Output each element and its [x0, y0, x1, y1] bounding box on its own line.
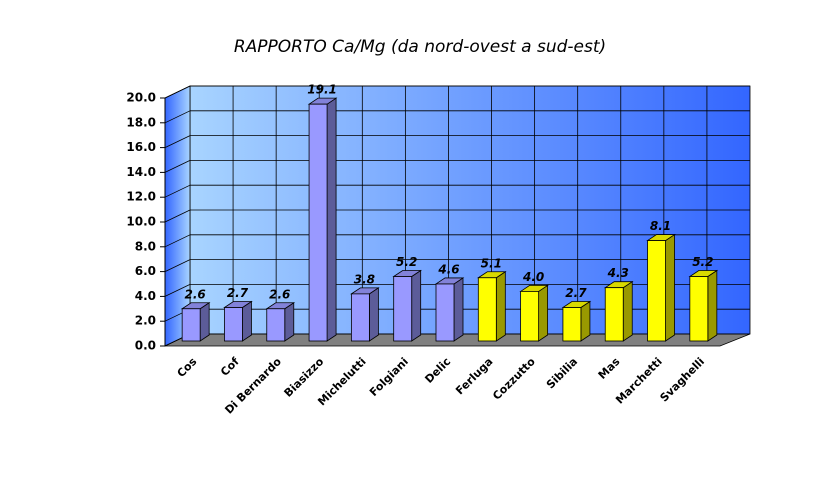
bar-side — [580, 300, 591, 342]
x-tick-label: Biasizzo — [282, 355, 327, 400]
bar — [688, 269, 719, 342]
bar-side — [453, 277, 464, 342]
y-tick-label: 18.0 — [126, 115, 156, 129]
y-tick-label: 10.0 — [126, 215, 156, 229]
bar-side — [495, 271, 506, 342]
value-label: 4.0 — [522, 270, 544, 284]
bar-front — [393, 276, 413, 342]
y-tick-label: 16.0 — [126, 140, 156, 154]
bar — [476, 271, 507, 342]
bar-front — [266, 308, 286, 342]
bar — [223, 300, 253, 342]
bar-front — [562, 307, 582, 342]
bar-front — [308, 103, 328, 342]
bar-side — [368, 287, 379, 342]
y-tick-label: 0.0 — [135, 339, 156, 353]
bar-front — [224, 307, 243, 342]
grid-line — [164, 135, 191, 148]
grid-line — [164, 234, 191, 248]
value-label: 2.7 — [565, 286, 587, 300]
value-label: 5.2 — [396, 255, 417, 269]
bar-side — [665, 233, 675, 342]
x-tick-label: Cozzutto — [490, 355, 538, 403]
value-label: 4.3 — [607, 266, 629, 280]
grid-line — [164, 110, 191, 124]
bar-front — [477, 277, 497, 342]
grid-line — [164, 85, 191, 99]
bar — [561, 300, 592, 342]
x-tick-label: Cof — [218, 355, 242, 379]
bar-front — [181, 308, 201, 342]
grid-line — [164, 284, 191, 297]
x-tick-label: Ferluga — [453, 355, 495, 397]
bar-side — [242, 300, 252, 342]
y-tick-label: 2.0 — [135, 314, 156, 328]
x-tick-label: Delic — [422, 355, 453, 386]
value-label: 2.6 — [269, 287, 290, 301]
grid-line — [164, 209, 191, 223]
bar-front — [689, 276, 709, 342]
value-label: 5.1 — [481, 256, 502, 270]
bar-side — [411, 269, 422, 342]
bar — [180, 302, 211, 342]
x-tick-label: Sibilia — [544, 355, 580, 391]
x-tick-label: Cos — [175, 355, 200, 380]
grid-line — [164, 160, 191, 173]
bar-side — [538, 284, 549, 342]
value-label: 2.7 — [227, 286, 249, 300]
bar — [434, 277, 465, 342]
value-label: 5.2 — [692, 255, 713, 269]
bar — [350, 287, 380, 342]
x-tick-label: Mas — [596, 355, 623, 382]
chart-title: RAPPORTO Ca/Mg (da nord-ovest a sud-est) — [234, 37, 606, 57]
bar — [392, 269, 423, 342]
bar — [646, 233, 676, 342]
y-tick-label: 4.0 — [135, 289, 156, 303]
bar-side — [199, 302, 210, 342]
y-tick-label: 6.0 — [135, 264, 156, 278]
bar — [307, 97, 338, 342]
value-label: 19.1 — [307, 83, 337, 97]
bar-side — [284, 302, 295, 342]
y-tick-label: 8.0 — [135, 239, 156, 253]
bar-front — [647, 240, 666, 342]
bar-front — [435, 283, 455, 342]
bar-side — [622, 280, 633, 342]
value-label: 2.6 — [185, 287, 206, 301]
bar — [265, 302, 296, 342]
bar-front — [350, 293, 370, 342]
bar — [519, 284, 549, 342]
y-tick-label: 12.0 — [126, 190, 156, 204]
value-label: 8.1 — [650, 219, 671, 233]
value-label: 3.8 — [354, 272, 375, 286]
bar — [603, 280, 634, 342]
value-label: 4.6 — [437, 262, 459, 276]
x-tick-label: Svaghelli — [658, 355, 707, 404]
bar-side — [707, 269, 718, 342]
grid-line — [164, 259, 191, 272]
x-tick-label: Folgiani — [367, 355, 411, 399]
y-tick-label: 20.0 — [126, 91, 156, 105]
bar-side — [326, 97, 337, 342]
bar-front — [520, 290, 540, 342]
bar-front — [604, 287, 624, 342]
y-tick-label: 14.0 — [126, 165, 156, 179]
grid-line — [164, 184, 191, 198]
